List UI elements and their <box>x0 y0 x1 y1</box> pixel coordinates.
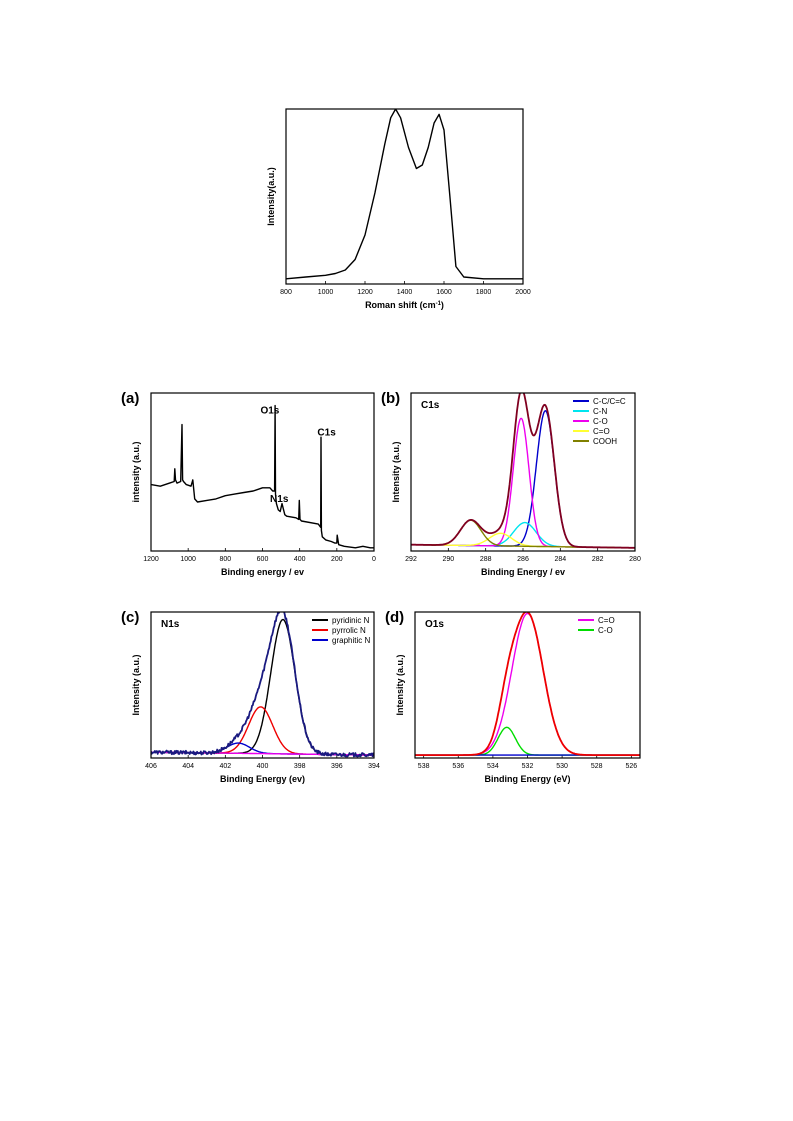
plot-frame <box>410 392 636 552</box>
legend-entry: COOH <box>593 437 617 446</box>
x-tick-label: 1200 <box>357 289 373 296</box>
peak-annotation: N1s <box>270 494 289 505</box>
x-tick-label: 286 <box>517 556 529 563</box>
series-line-trace-0 <box>151 404 374 549</box>
y-axis-label: Intensity (a.u.) <box>131 654 141 715</box>
x-tick-label: 404 <box>182 763 194 770</box>
x-tick-label: 280 <box>629 556 641 563</box>
series-line-trace-0 <box>286 109 523 280</box>
plot-area <box>411 393 635 549</box>
c1s-chart-b: 292 290 288 286 284 282 280 Binding Energy / ev… <box>381 390 641 577</box>
panel-label: (a) <box>121 390 139 407</box>
x-tick-label: 400 <box>294 556 306 563</box>
n1s-chart-c: 406 404 402 400 398 396 394 Binding Energy (ev)… <box>121 609 380 784</box>
peak-annotation: C1s <box>317 428 336 439</box>
panel-title: C1s <box>421 400 440 411</box>
panel-label: (d) <box>385 609 404 626</box>
x-axis-label: Binding Energy / ev <box>481 567 565 577</box>
x-tick-label: 536 <box>452 763 464 770</box>
plot-frame <box>150 392 375 552</box>
y-axis-label: Intensity(a.u.) <box>266 167 276 226</box>
x-axis-label: Binding Energy (eV) <box>484 774 570 784</box>
x-tick-label: 0 <box>372 556 376 563</box>
x-tick-label: 1000 <box>318 289 334 296</box>
peak-annotation: O1s <box>260 406 279 417</box>
legend-entry: pyrrolic N <box>332 626 366 635</box>
y-axis-label: Intensity (a.u.) <box>395 654 405 715</box>
x-tick-label: 600 <box>257 556 269 563</box>
plot-area <box>151 404 374 549</box>
legend-entry: C=O <box>593 427 610 436</box>
x-tick-label: 396 <box>331 763 343 770</box>
x-tick-label: 528 <box>591 763 603 770</box>
plot-frame <box>285 108 524 285</box>
x-tick-label: 532 <box>522 763 534 770</box>
x-tick-label: 526 <box>626 763 638 770</box>
x-axis-label-sup: -1 <box>436 301 442 307</box>
series-line-c-o <box>415 726 640 756</box>
series-line-pyrrolic-n <box>151 706 374 756</box>
plot-area <box>286 109 523 280</box>
legend-entry: graphitic N <box>332 636 370 645</box>
x-axis-label: Binding Energy (ev) <box>220 774 305 784</box>
o1s-chart-d: 538 536 534 532 530 528 526 Binding Energy (eV)… <box>385 609 641 784</box>
x-axis-label-end: ) <box>441 300 444 310</box>
x-tick-label: 2000 <box>515 289 531 296</box>
plot-area <box>415 612 640 756</box>
series-line-trace-3 <box>415 612 640 756</box>
plot-area <box>151 612 374 758</box>
survey-chart-a: 1200 1000 800 600 400 200 0 Binding energy / ev… <box>121 390 376 577</box>
y-axis-label: intensity (a.u.) <box>131 441 141 502</box>
x-tick-label: 1000 <box>180 556 196 563</box>
x-tick-label: 200 <box>331 556 343 563</box>
panel-title: O1s <box>425 619 444 630</box>
panel-label: (b) <box>381 390 400 407</box>
x-axis-label: Binding energy / ev <box>221 567 304 577</box>
legend-entry: C=O <box>598 616 615 625</box>
series-line-trace-4 <box>151 612 374 758</box>
x-tick-label: 400 <box>257 763 269 770</box>
panel-title: N1s <box>161 619 180 630</box>
x-tick-label: 1600 <box>436 289 452 296</box>
x-tick-label: 1800 <box>476 289 492 296</box>
y-axis-label: Intensity (a.u.) <box>391 441 401 502</box>
legend-entry: C-O <box>593 417 608 426</box>
plot-frame <box>414 611 641 759</box>
legend-entry: C-C/C=C <box>593 397 626 406</box>
raman-chart: 800 1000 1200 1400 1600 1800 2000 Roman shift (… <box>266 108 531 310</box>
x-tick-label: 530 <box>556 763 568 770</box>
legend-entry: pyridinic N <box>332 616 370 625</box>
series-line-trace-5 <box>411 393 635 549</box>
x-tick-label: 292 <box>405 556 417 563</box>
x-tick-label: 284 <box>554 556 566 563</box>
panel-label: (c) <box>121 609 139 626</box>
x-tick-label: 1200 <box>143 556 159 563</box>
x-tick-label: 800 <box>280 289 292 296</box>
x-tick-label: 534 <box>487 763 499 770</box>
plot-frame <box>150 611 375 759</box>
x-tick-label: 402 <box>219 763 231 770</box>
x-tick-label: 282 <box>592 556 604 563</box>
x-tick-label: 406 <box>145 763 157 770</box>
legend-entry: C-N <box>593 407 607 416</box>
x-tick-label: 800 <box>219 556 231 563</box>
x-tick-label: 290 <box>442 556 454 563</box>
legend-entry: C-O <box>598 626 613 635</box>
x-tick-label: 1400 <box>397 289 413 296</box>
x-tick-label: 394 <box>368 763 380 770</box>
x-tick-label: 538 <box>418 763 430 770</box>
x-axis-label: Roman shift (cm-1) <box>365 300 444 310</box>
x-tick-label: 398 <box>294 763 306 770</box>
x-tick-label: 288 <box>480 556 492 563</box>
